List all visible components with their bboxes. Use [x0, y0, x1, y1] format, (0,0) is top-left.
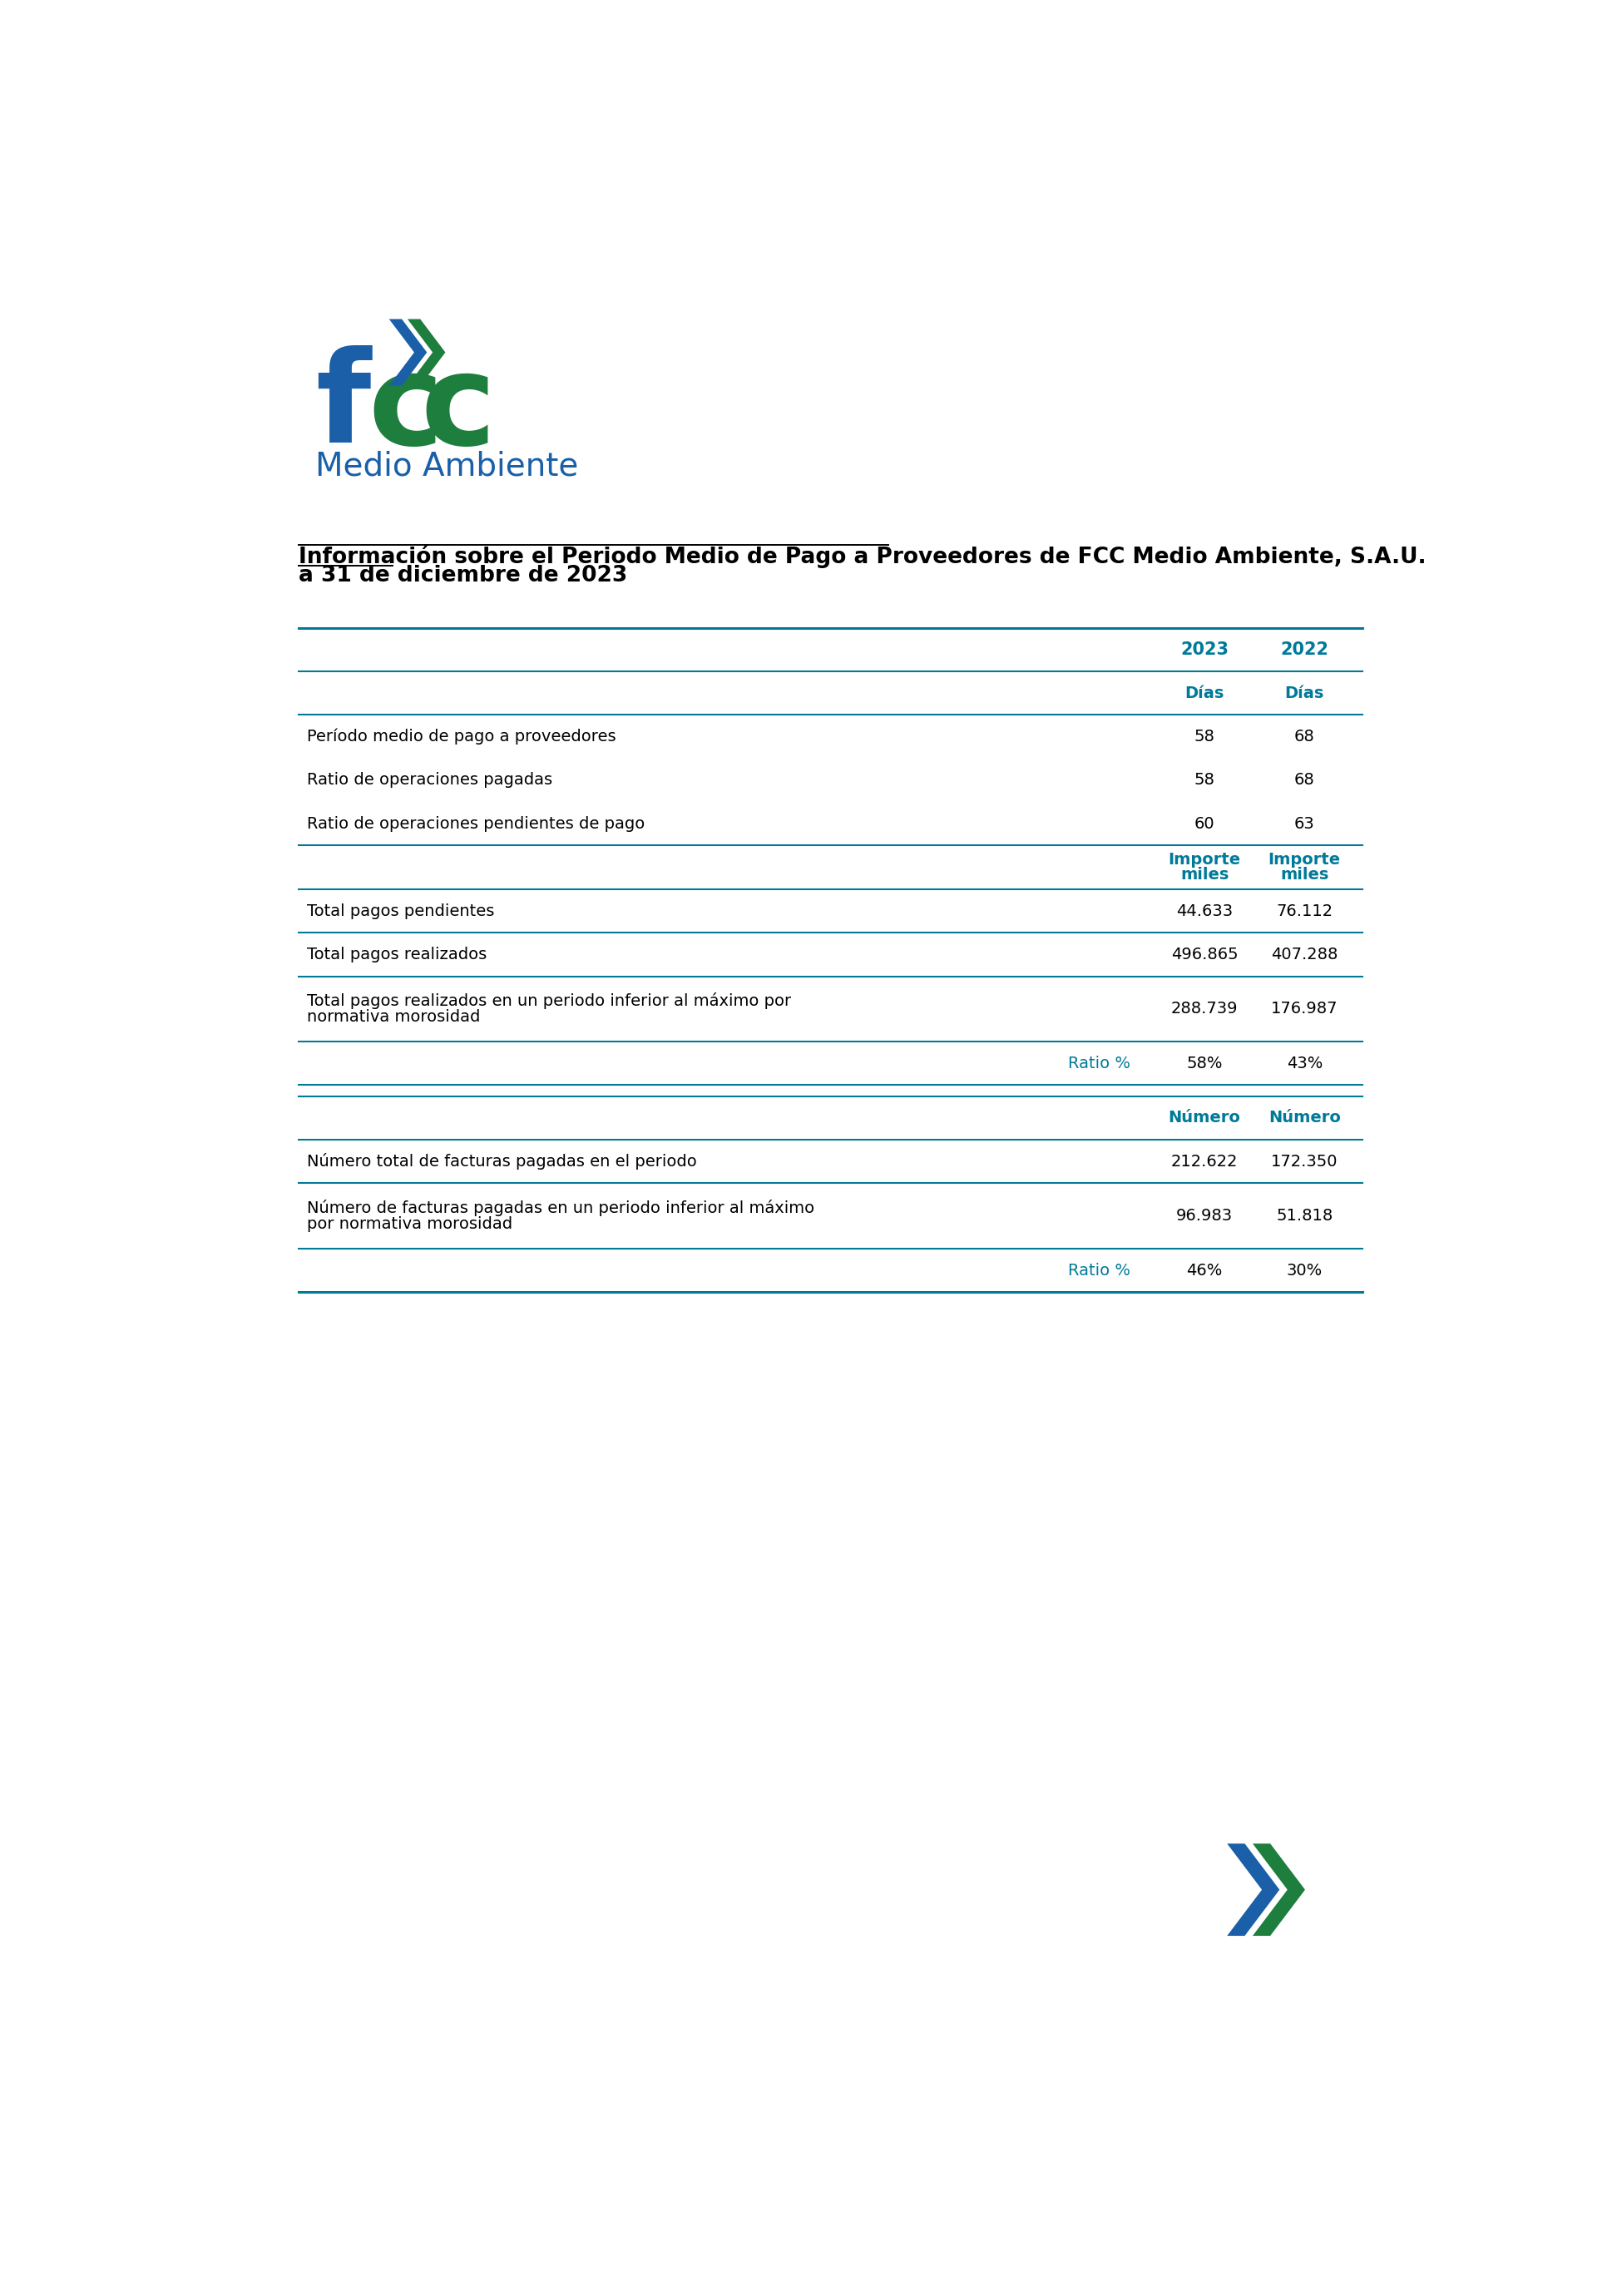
- Text: Total pagos pendientes: Total pagos pendientes: [307, 902, 495, 918]
- Text: 43%: 43%: [1287, 1056, 1323, 1072]
- Text: f: f: [315, 344, 370, 468]
- Text: Número de facturas pagadas en un periodo inferior al máximo: Número de facturas pagadas en un periodo…: [307, 1199, 813, 1217]
- Polygon shape: [407, 319, 445, 386]
- Text: 288.739: 288.739: [1171, 1001, 1239, 1017]
- Text: 58: 58: [1195, 728, 1214, 744]
- Text: 176.987: 176.987: [1271, 1001, 1337, 1017]
- Text: 63: 63: [1294, 815, 1315, 831]
- Text: 212.622: 212.622: [1171, 1153, 1239, 1169]
- Text: 46%: 46%: [1187, 1263, 1222, 1279]
- Polygon shape: [1253, 1844, 1305, 1936]
- Text: Total pagos realizados en un periodo inferior al máximo por: Total pagos realizados en un periodo inf…: [307, 992, 791, 1008]
- Text: Medio Ambiente: Medio Ambiente: [315, 450, 579, 482]
- Text: 2023: 2023: [1180, 641, 1229, 659]
- Text: 407.288: 407.288: [1271, 946, 1337, 962]
- Text: 96.983: 96.983: [1176, 1208, 1232, 1224]
- Text: a 31 de diciembre de 2023: a 31 de diciembre de 2023: [299, 565, 627, 588]
- Text: por normativa morosidad: por normativa morosidad: [307, 1217, 513, 1233]
- Text: 44.633: 44.633: [1176, 902, 1232, 918]
- Text: 30%: 30%: [1287, 1263, 1323, 1279]
- Text: 58%: 58%: [1187, 1056, 1222, 1072]
- Text: 496.865: 496.865: [1171, 946, 1239, 962]
- Text: c: c: [367, 349, 443, 473]
- Text: miles: miles: [1281, 868, 1329, 884]
- Text: normativa morosidad: normativa morosidad: [307, 1010, 480, 1026]
- Text: 76.112: 76.112: [1276, 902, 1332, 918]
- Text: 58: 58: [1195, 771, 1214, 788]
- Text: 60: 60: [1195, 815, 1214, 831]
- Text: Número: Número: [1169, 1109, 1240, 1125]
- Polygon shape: [390, 319, 427, 386]
- Text: 51.818: 51.818: [1276, 1208, 1332, 1224]
- Polygon shape: [1227, 1844, 1279, 1936]
- Text: Días: Días: [1185, 684, 1224, 700]
- Text: c: c: [420, 349, 495, 473]
- Text: Importe: Importe: [1268, 852, 1340, 868]
- Text: Información sobre el Periodo Medio de Pago a Proveedores de FCC Medio Ambiente, : Información sobre el Periodo Medio de Pa…: [299, 544, 1426, 567]
- Text: miles: miles: [1180, 868, 1229, 884]
- Text: Total pagos realizados: Total pagos realizados: [307, 946, 487, 962]
- Text: Número total de facturas pagadas en el periodo: Número total de facturas pagadas en el p…: [307, 1153, 697, 1169]
- Text: Período medio de pago a proveedores: Período medio de pago a proveedores: [307, 728, 616, 744]
- Text: Ratio %: Ratio %: [1067, 1263, 1130, 1279]
- Text: Ratio de operaciones pagadas: Ratio de operaciones pagadas: [307, 771, 551, 788]
- Text: 172.350: 172.350: [1271, 1153, 1337, 1169]
- Text: Ratio %: Ratio %: [1067, 1056, 1130, 1072]
- Text: Importe: Importe: [1169, 852, 1240, 868]
- Text: 68: 68: [1294, 771, 1315, 788]
- Text: Número: Número: [1268, 1109, 1340, 1125]
- Text: 68: 68: [1294, 728, 1315, 744]
- Text: Ratio de operaciones pendientes de pago: Ratio de operaciones pendientes de pago: [307, 815, 645, 831]
- Text: Días: Días: [1286, 684, 1324, 700]
- Text: 2022: 2022: [1281, 641, 1329, 659]
